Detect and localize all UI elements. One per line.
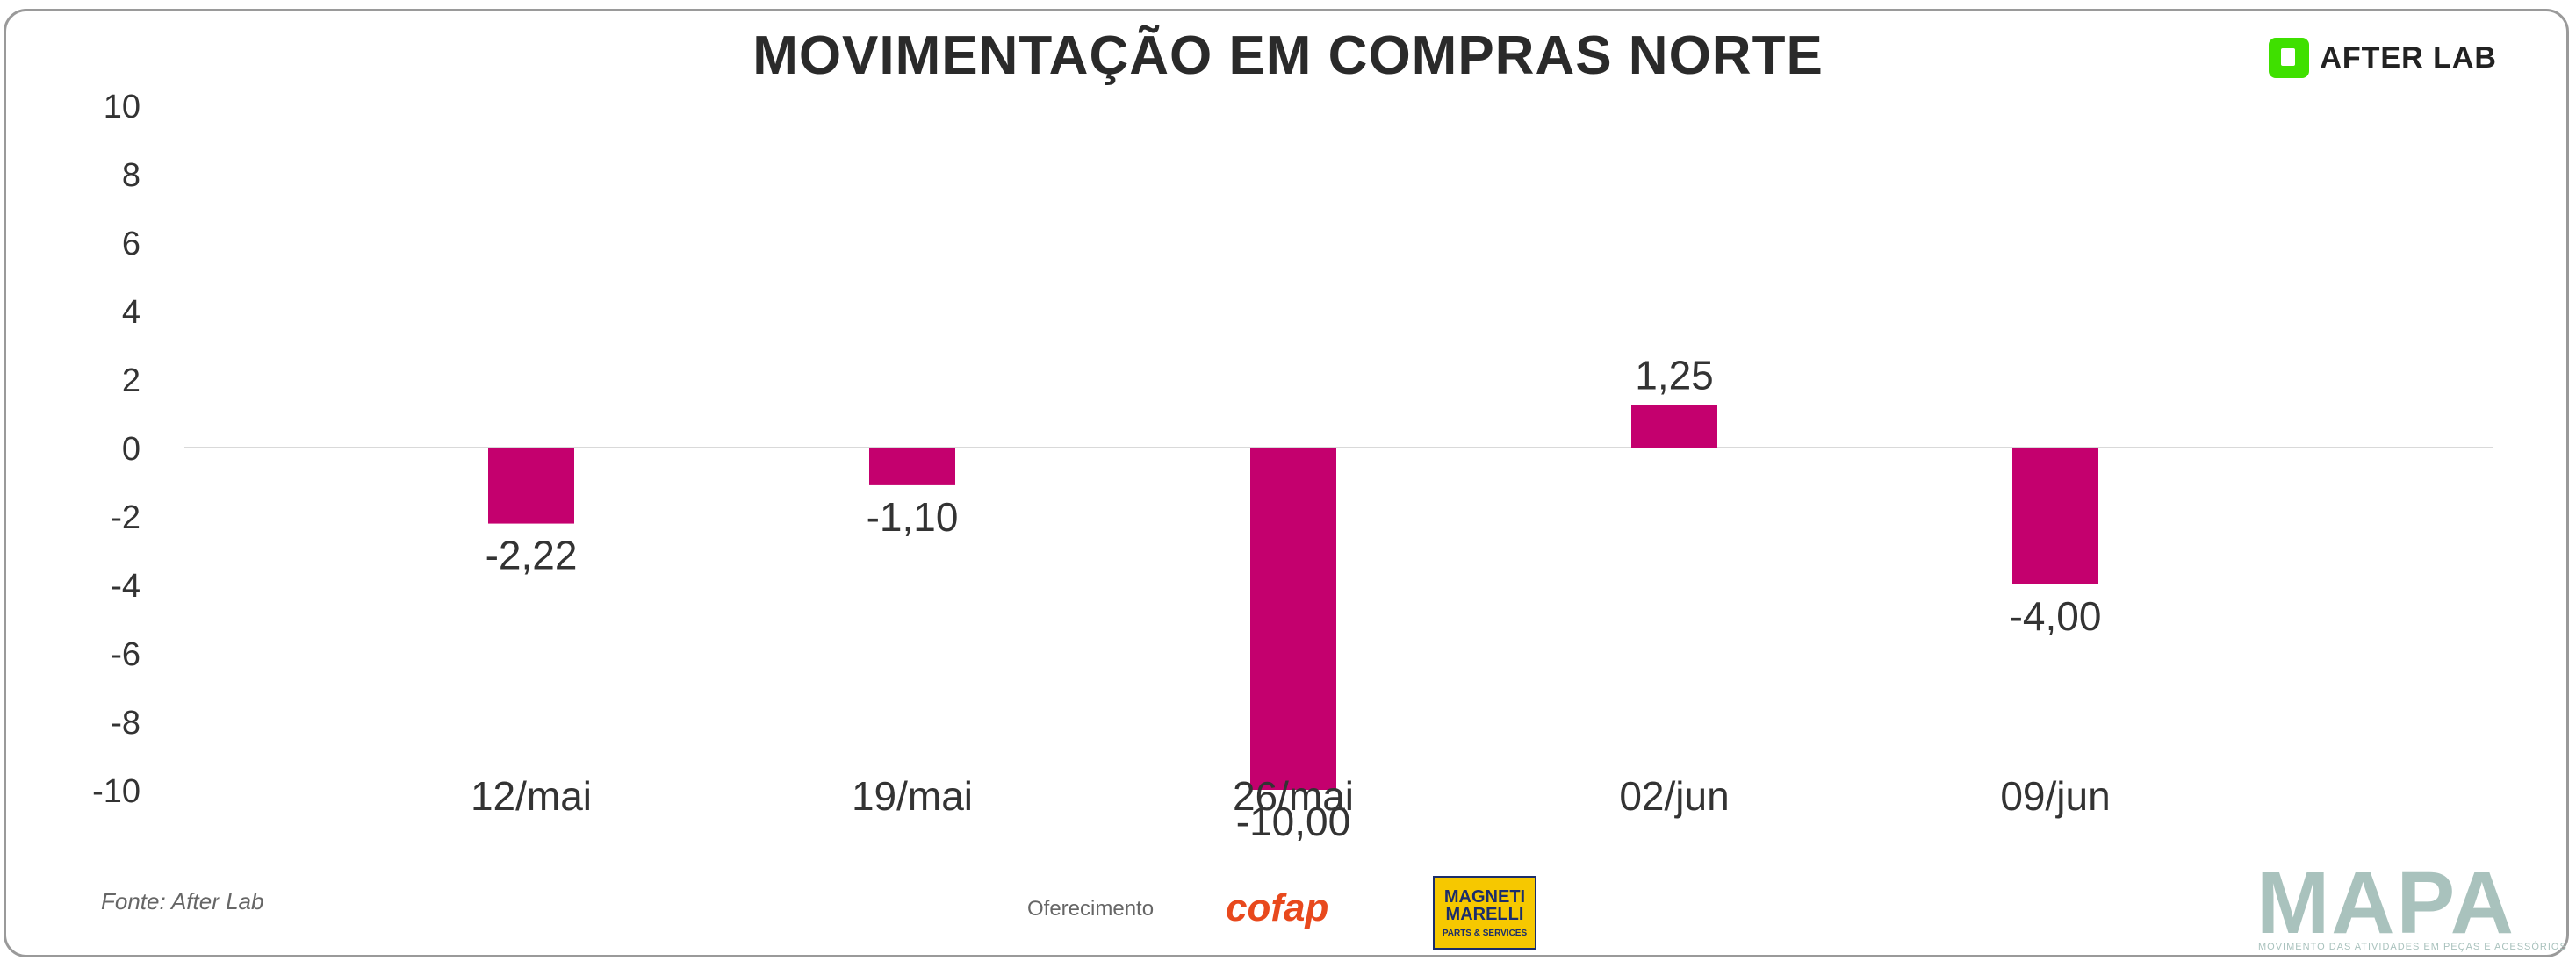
bar-02/jun: [1631, 405, 1717, 448]
y-tick-label: 4: [122, 294, 140, 331]
magneti-marelli-logo: MAGNETI MARELLI PARTS & SERVICES: [1433, 876, 1536, 950]
y-tick-label: 10: [104, 89, 140, 126]
y-tick-label: 8: [122, 157, 140, 194]
magneti-marelli-sub: PARTS & SERVICES: [1442, 928, 1528, 938]
data-label: -2,22: [486, 533, 578, 578]
y-tick-label: -6: [111, 636, 140, 673]
y-tick-label: -4: [111, 568, 140, 605]
chart-title: MOVIMENTAÇÃO EM COMPRAS NORTE: [752, 25, 1824, 86]
x-tick-label: 12/mai: [471, 773, 592, 819]
y-tick-label: -2: [111, 499, 140, 536]
x-tick-label: 19/mai: [852, 773, 973, 819]
data-label: -4,00: [2010, 593, 2102, 639]
y-tick-label: -10: [92, 773, 140, 810]
bar-26/mai: [1250, 448, 1336, 790]
y-tick-label: 0: [122, 431, 140, 468]
bar-09/jun: [2012, 448, 2098, 584]
magneti-marelli-name: MAGNETI MARELLI: [1443, 886, 1526, 924]
afterlab-logo-text: AFTER LAB: [2320, 40, 2497, 75]
data-label: -10,00: [1236, 799, 1350, 844]
bar-12/mai: [488, 448, 574, 524]
x-tick-label: 26/mai: [1233, 773, 1354, 819]
x-tick-label: 02/jun: [1619, 773, 1729, 819]
data-label: 1,25: [1635, 352, 1714, 398]
source-note: Fonte: After Lab: [101, 888, 264, 914]
mapa-watermark-sub: MOVIMENTO DAS ATIVIDADES EM PEÇAS E ACES…: [2258, 942, 2567, 952]
afterlab-logo-icon: [2269, 38, 2310, 78]
y-tick-label: -8: [111, 705, 140, 742]
afterlab-logo: AFTER LAB: [2269, 35, 2497, 81]
mapa-watermark: MAPA: [2256, 854, 2516, 952]
x-tick-label: 09/jun: [2000, 773, 2110, 819]
bar-19/mai: [869, 448, 955, 485]
y-tick-label: 6: [122, 226, 140, 262]
sponsor-label: Oferecimento: [1027, 897, 1155, 921]
y-tick-label: 2: [122, 362, 140, 399]
data-label: -1,10: [867, 494, 959, 540]
cofap-logo: cofap: [1226, 886, 1329, 929]
